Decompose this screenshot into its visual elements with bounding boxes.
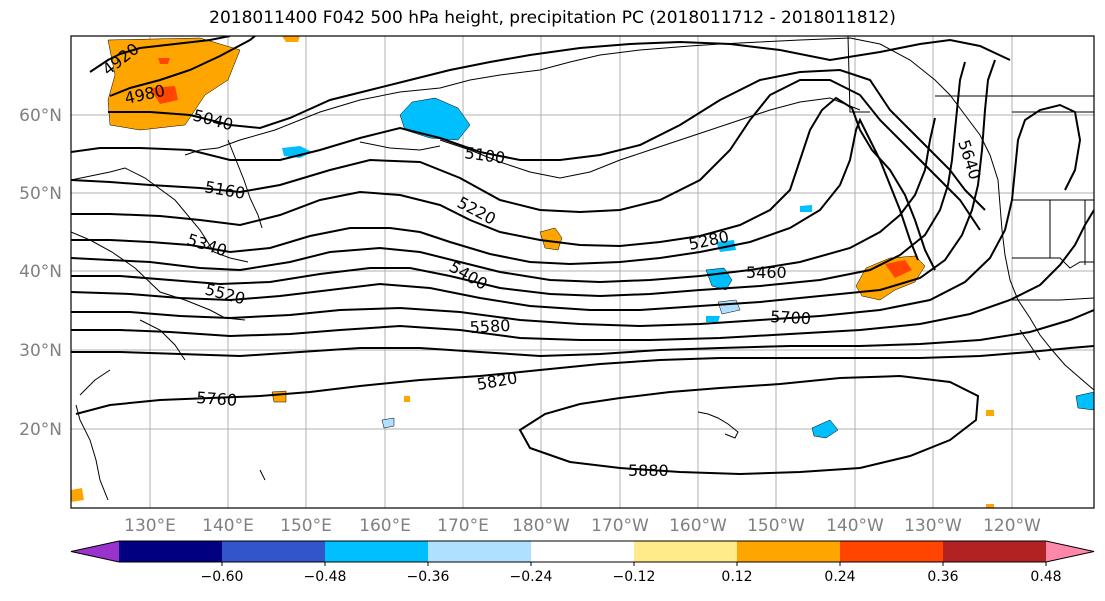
colorbar-segment (222, 541, 326, 562)
colorbar: −0.60 −0.48 −0.36 −0.24 −0.12 0.12 0.24 0.36 0.4… (70, 540, 1095, 585)
colorbar-tick-label: −0.60 (201, 569, 244, 585)
colorbar-outline (70, 540, 1095, 563)
colorbar-tick-label: 0.48 (1030, 569, 1061, 585)
lon-label: 140°E (202, 516, 254, 536)
colorbar-tick-label: −0.24 (510, 569, 553, 585)
lon-label: 170°E (437, 516, 489, 536)
lon-label: 120°W (983, 516, 1041, 536)
coastlines (71, 36, 1094, 501)
lat-label: 40°N (19, 262, 62, 282)
map-frame (70, 35, 1095, 509)
colorbar-tick-label: −0.36 (407, 569, 450, 585)
colorbar-tick-label: 0.36 (927, 569, 958, 585)
colorbar-segment (531, 541, 635, 562)
lon-label: 150°W (747, 516, 805, 536)
lon-label: 130°W (904, 516, 962, 536)
colorbar-segment (840, 541, 944, 562)
lat-label: 30°N (19, 341, 62, 361)
lon-label: 150°E (280, 516, 332, 536)
lon-label: 140°W (826, 516, 884, 536)
colorbar-segment (737, 541, 841, 562)
colorbar-extend-low (71, 541, 119, 562)
lat-label: 60°N (19, 106, 62, 126)
colorbar-segment (428, 541, 532, 562)
lon-label: 170°W (591, 516, 649, 536)
colorbar-extend-high (1046, 541, 1094, 562)
height-contours (71, 36, 1094, 476)
map-title: 2018011400 F042 500 hPa height, precipit… (209, 8, 896, 28)
colorbar-segment (119, 541, 223, 562)
contour-label: 5460 (746, 263, 787, 282)
contour-label: 5700 (770, 307, 812, 328)
contour-label: 5580 (469, 316, 511, 337)
contour-label: 5760 (196, 388, 238, 410)
lon-label: 180°W (512, 516, 570, 536)
colorbar-tick-label: 0.12 (721, 569, 752, 585)
colorbar-segment (943, 541, 1047, 562)
colorbar-segment (634, 541, 738, 562)
contour-label: 5880 (628, 461, 669, 480)
map-background (71, 36, 1094, 508)
colorbar-tick-label: −0.48 (304, 569, 347, 585)
colorbar-segment (325, 541, 429, 562)
longitude-labels: 130°E 140°E 150°E 160°E 170°E 180°W 170°… (124, 516, 1041, 536)
colorbar-tick-label: 0.24 (824, 569, 855, 585)
lon-label: 160°E (359, 516, 411, 536)
colorbar-tick-label: −0.12 (613, 569, 656, 585)
lat-label: 50°N (19, 184, 62, 204)
lat-label: 20°N (19, 420, 62, 440)
lon-label: 130°E (124, 516, 176, 536)
latitude-labels: 60°N 50°N 40°N 30°N 20°N (19, 106, 62, 440)
lon-label: 160°W (669, 516, 727, 536)
